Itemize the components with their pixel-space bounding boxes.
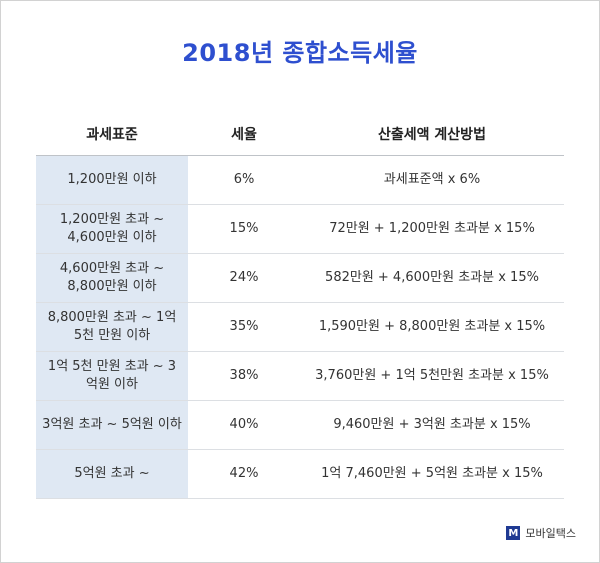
table-row: 3억원 초과 ~ 5억원 이하 40% 9,460만원 + 3억원 초과분 x … xyxy=(36,400,564,450)
brand-logo-icon: M xyxy=(506,526,521,540)
rate-cell: 15% xyxy=(188,204,300,254)
brand-name: 모바일택스 xyxy=(525,527,576,540)
table-row: 1억 5천 만원 초과 ~ 3억원 이하 38% 3,760만원 + 1억 5천… xyxy=(36,351,564,401)
rate-cell: 40% xyxy=(188,400,300,450)
table-row: 5억원 초과 ~ 42% 1억 7,460만원 + 5억원 초과분 x 15% xyxy=(36,449,564,499)
method-cell: 과세표준액 x 6% xyxy=(300,155,564,205)
rate-cell: 42% xyxy=(188,449,300,499)
table-row: 1,200만원 초과 ~ 4,600만원 이하 15% 72만원 + 1,200… xyxy=(36,204,564,254)
method-cell: 3,760만원 + 1억 5천만원 초과분 x 15% xyxy=(300,351,564,401)
bracket-cell: 1,200만원 초과 ~ 4,600만원 이하 xyxy=(36,204,188,254)
bracket-cell: 3억원 초과 ~ 5억원 이하 xyxy=(36,400,188,450)
header-rate: 세율 xyxy=(188,112,300,156)
method-cell: 582만원 + 4,600만원 초과분 x 15% xyxy=(300,253,564,303)
rate-cell: 6% xyxy=(188,155,300,205)
method-cell: 1,590만원 + 8,800만원 초과분 x 15% xyxy=(300,302,564,352)
header-bracket: 과세표준 xyxy=(36,112,188,156)
rate-cell: 38% xyxy=(188,351,300,401)
bracket-cell: 4,600만원 초과 ~ 8,800만원 이하 xyxy=(36,253,188,303)
bracket-cell: 5억원 초과 ~ xyxy=(36,449,188,499)
bracket-cell: 1,200만원 이하 xyxy=(36,155,188,205)
header-method: 산출세액 계산방법 xyxy=(300,112,564,156)
rate-cell: 35% xyxy=(188,302,300,352)
bracket-cell: 8,800만원 초과 ~ 1억 5천 만원 이하 xyxy=(36,302,188,352)
table-row: 8,800만원 초과 ~ 1억 5천 만원 이하 35% 1,590만원 + 8… xyxy=(36,302,564,352)
table-row: 4,600만원 초과 ~ 8,800만원 이하 24% 582만원 + 4,60… xyxy=(36,253,564,303)
table-row: 1,200만원 이하 6% 과세표준액 x 6% xyxy=(36,155,564,205)
bracket-cell: 1억 5천 만원 초과 ~ 3억원 이하 xyxy=(36,351,188,401)
tax-rate-table: 과세표준 세율 산출세액 계산방법 1,200만원 이하 6% 과세표준액 x … xyxy=(36,112,564,499)
table-header-row: 과세표준 세율 산출세액 계산방법 xyxy=(36,112,564,156)
method-cell: 72만원 + 1,200만원 초과분 x 15% xyxy=(300,204,564,254)
method-cell: 9,460만원 + 3억원 초과분 x 15% xyxy=(300,400,564,450)
rate-cell: 24% xyxy=(188,253,300,303)
method-cell: 1억 7,460만원 + 5억원 초과분 x 15% xyxy=(300,449,564,499)
brand-footer: M 모바일택스 xyxy=(506,525,576,541)
page-title: 2018년 종합소득세율 xyxy=(182,39,418,67)
